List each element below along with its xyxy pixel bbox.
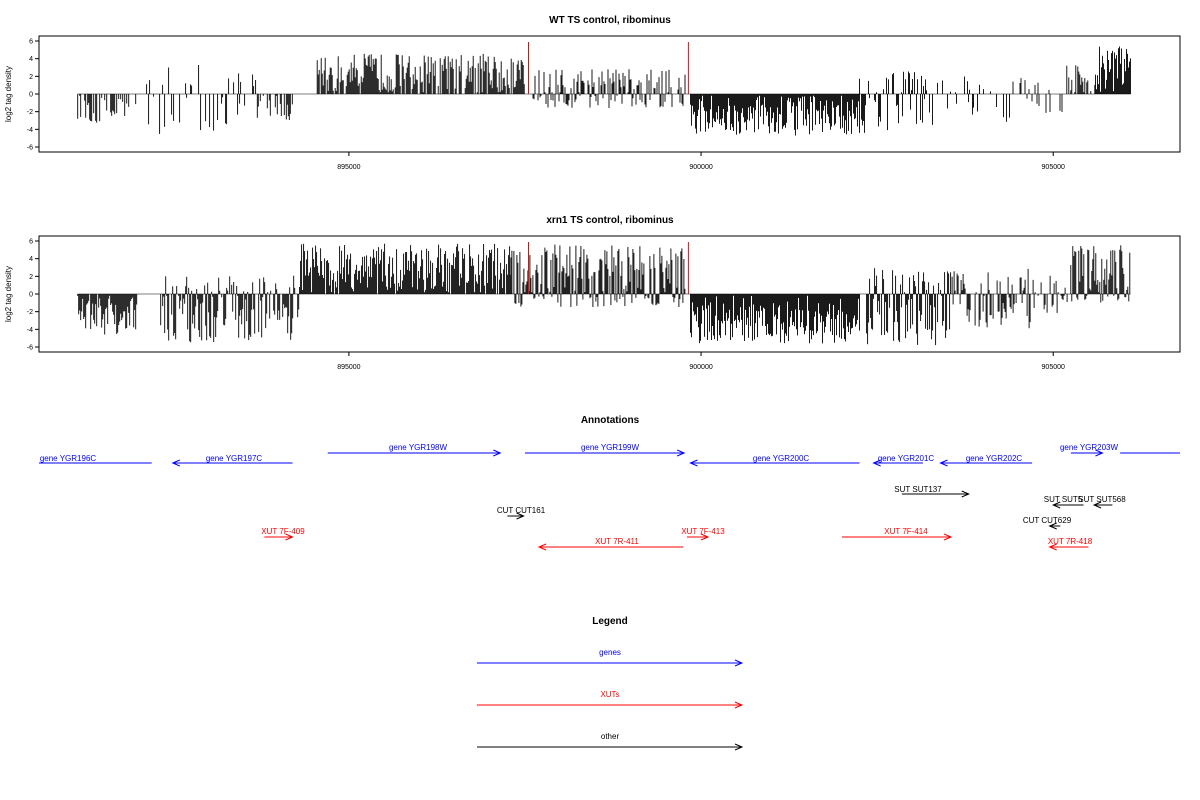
wt-density-panel: WT TS control, ribominus log2 tag densit… — [4, 15, 1181, 171]
annotation-label: gene YGR197C — [206, 454, 263, 463]
wt-x-axis: 895000 900000 905000 — [337, 152, 1065, 171]
y-tick-label: -4 — [27, 327, 33, 334]
legend-label-gene: genes — [599, 648, 621, 657]
x-tick-label: 895000 — [337, 164, 360, 171]
y-tick-label: -4 — [27, 127, 33, 134]
xrn1-density-bars — [77, 243, 1131, 346]
wt-y-axis-label: log2 tag density — [4, 66, 13, 122]
annotation-track: gene YGR196C gene YGR197C gene YGR198W gene… — [39, 443, 1180, 551]
x-tick-label: 905000 — [1042, 164, 1065, 171]
legend-arrow-xut — [477, 701, 744, 709]
annotation-arrow — [841, 533, 953, 541]
legend-label-other: other — [601, 732, 620, 741]
wt-panel-title: WT TS control, ribominus — [549, 15, 671, 26]
xrn1-y-axis: -6 -4 -2 0 2 4 6 — [27, 239, 39, 352]
annotation-arrow — [171, 459, 293, 467]
x-tick-label: 900000 — [689, 364, 712, 371]
legend-arrow-other — [477, 743, 744, 751]
annotation-label: SUT SUT137 — [894, 485, 942, 494]
y-tick-label: -6 — [27, 345, 33, 352]
y-tick-label: 6 — [29, 239, 33, 246]
wt-y-axis: -6 -4 -2 0 2 4 6 — [27, 39, 39, 152]
annotation-arrow — [537, 543, 684, 551]
annotation-label: gene YGR203W — [1060, 443, 1119, 452]
y-tick-label: 4 — [29, 56, 33, 63]
xrn1-region-markers — [528, 242, 689, 294]
annotation-arrow — [264, 533, 294, 541]
y-tick-label: 0 — [29, 92, 33, 99]
annotation-arrow — [686, 533, 710, 541]
wt-plot-frame — [38, 35, 1181, 153]
y-tick-label: 2 — [29, 274, 33, 281]
wt-region-markers — [528, 42, 689, 94]
y-tick-label: -2 — [27, 109, 33, 116]
y-tick-label: 2 — [29, 74, 33, 81]
x-tick-label: 900000 — [689, 164, 712, 171]
annotation-label: gene YGR196C — [40, 454, 97, 463]
legend-label-xut: XUTs — [600, 690, 619, 699]
annotation-label: gene YGR199W — [581, 443, 640, 452]
annotations-title: Annotations — [581, 415, 640, 426]
legend-title: Legend — [592, 616, 628, 627]
annotation-arrow — [327, 449, 502, 457]
annotation-arrow — [689, 459, 860, 467]
annotation-arrow — [524, 449, 686, 457]
annotation-arrow — [1092, 501, 1113, 509]
xrn1-density-panel: xrn1 TS control, ribominus log2 tag dens… — [4, 215, 1181, 371]
legend: genes XUTs other — [477, 648, 744, 751]
annotation-arrow — [939, 459, 1033, 467]
annotation-label: CUT CUT161 — [497, 506, 546, 515]
annotation-arrow — [1048, 543, 1089, 551]
y-tick-label: -6 — [27, 145, 33, 152]
annotation-label: gene YGR202C — [966, 454, 1023, 463]
annotation-label: CUT CUT629 — [1023, 516, 1072, 525]
annotation-arrow — [507, 512, 525, 520]
y-tick-label: 4 — [29, 256, 33, 263]
y-tick-label: 0 — [29, 292, 33, 299]
annotation-label: gene YGR201C — [878, 454, 935, 463]
xrn1-panel-title: xrn1 TS control, ribominus — [546, 215, 674, 226]
wt-density-bars — [77, 46, 1131, 136]
annotation-arrow — [872, 459, 923, 467]
annotation-label: gene YGR200C — [753, 454, 810, 463]
annotation-arrow — [1051, 501, 1084, 509]
annotation-label: XUT 7F-409 — [261, 527, 305, 536]
annotation-arrow — [901, 490, 970, 498]
annotation-label: XUT 7F-414 — [884, 527, 928, 536]
annotation-label: XUT 7R-418 — [1048, 537, 1093, 546]
annotation-arrow — [1070, 449, 1104, 457]
annotation-label: XUT 7F-413 — [681, 527, 725, 536]
xrn1-x-axis: 895000 900000 905000 — [337, 352, 1065, 371]
annotation-label: SUT SUT5 — [1044, 495, 1083, 504]
xrn1-y-axis-label: log2 tag density — [4, 266, 13, 322]
annotation-label: XUT 7R-411 — [595, 537, 639, 546]
annotation-label: SUT SUT568 — [1078, 495, 1126, 504]
legend-arrow-gene — [477, 659, 744, 667]
annotation-label: gene YGR198W — [389, 443, 448, 452]
y-tick-label: -2 — [27, 309, 33, 316]
xrn1-plot-frame — [38, 235, 1181, 353]
y-tick-label: 6 — [29, 39, 33, 46]
x-tick-label: 895000 — [337, 364, 360, 371]
annotation-arrow — [1048, 522, 1061, 530]
x-tick-label: 905000 — [1042, 364, 1065, 371]
